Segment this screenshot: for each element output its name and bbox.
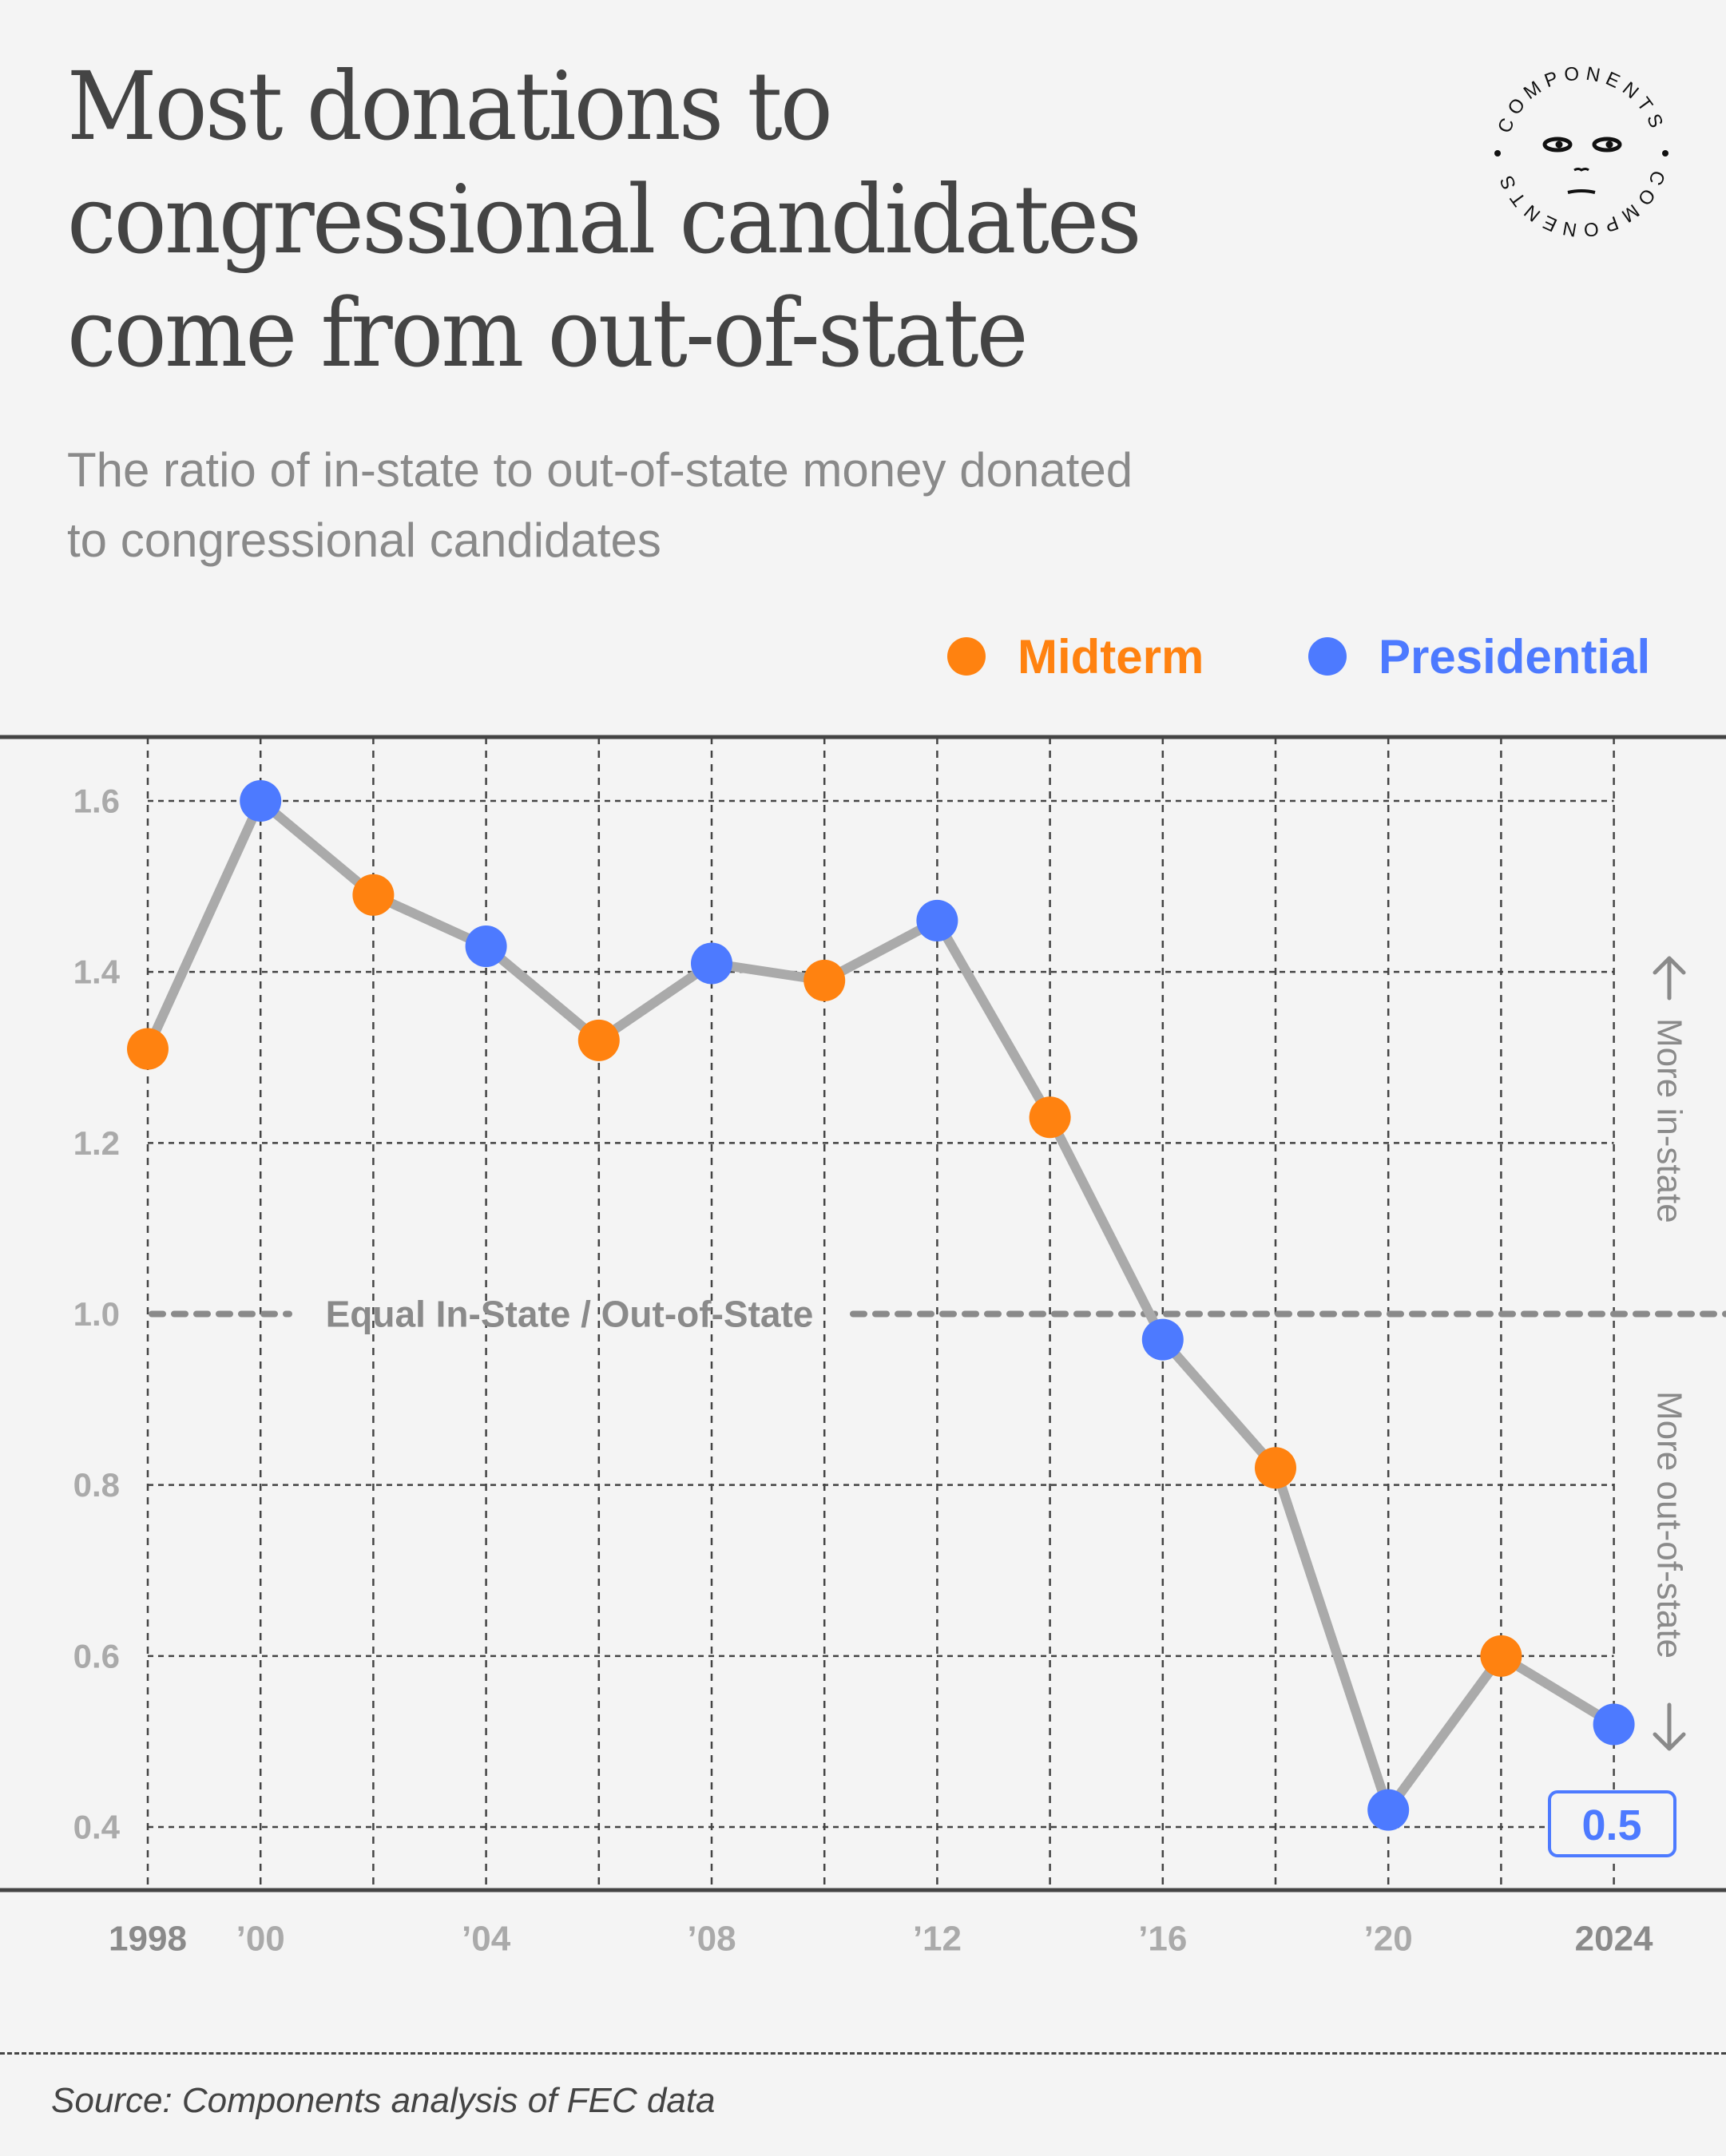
x-tick-label: ’04 — [462, 1920, 511, 1959]
x-tick-label: ’16 — [1138, 1920, 1187, 1959]
chart-title: Most donations to congressional candidat… — [67, 50, 1142, 390]
legend-dot-presidential — [1308, 637, 1347, 676]
annotation-more-in-state-text: More in-state — [1650, 1018, 1689, 1223]
legend-label-presidential: Presidential — [1379, 629, 1651, 684]
legend-item-midterm: Midterm — [947, 628, 1204, 685]
reference-line-label: Equal In-State / Out-of-State — [326, 1294, 814, 1335]
y-tick-label: 1.6 — [73, 783, 120, 820]
logo-ring-text-top: COMPONENTS — [1494, 62, 1664, 136]
title-line-1: Most donations to — [67, 51, 833, 161]
subtitle-line-1: The ratio of in-state to out-of-state mo… — [67, 443, 1133, 497]
y-tick-label: 1.4 — [73, 953, 121, 991]
x-tick-label: 1998 — [109, 1920, 187, 1959]
data-point-presidential-2000 — [240, 780, 282, 822]
legend-dot-midterm — [947, 637, 986, 676]
last-value-badge: 0.5 — [1548, 1790, 1676, 1857]
x-tick-label: ’08 — [687, 1920, 736, 1959]
logo-face-icon — [1542, 137, 1622, 194]
svg-text:COMPONENTS: COMPONENTS — [1494, 167, 1669, 240]
line-chart: Equal In-State / Out-of-State 0.4 0.6 0.8 1… — [0, 735, 1726, 1959]
arrow-down-icon — [1653, 1702, 1686, 1751]
legend-label-midterm: Midterm — [1018, 629, 1204, 684]
x-tick-label: ’12 — [913, 1920, 962, 1959]
chart-subtitle: The ratio of in-state to out-of-state mo… — [67, 435, 1133, 576]
data-point-presidential-2012 — [916, 899, 958, 941]
data-point-midterm-2018 — [1255, 1447, 1296, 1489]
logo-dot-right — [1662, 150, 1668, 157]
annotation-more-out-of-state-text: More out-of-state — [1650, 1391, 1689, 1659]
data-point-midterm-1998 — [127, 1028, 169, 1070]
title-line-3: come from out-of-state — [67, 278, 1029, 388]
x-tick-label: 2024 — [1575, 1920, 1653, 1959]
logo-ring-text-bottom: COMPONENTS — [1494, 167, 1669, 240]
data-point-presidential-2016 — [1141, 1318, 1184, 1361]
y-tick-label: 0.4 — [73, 1809, 121, 1846]
y-tick-label: 0.8 — [73, 1466, 120, 1504]
data-point-presidential-2024 — [1593, 1703, 1635, 1746]
x-tick-label: ’20 — [1364, 1920, 1413, 1959]
y-tick-label: 1.2 — [73, 1124, 120, 1162]
legend-item-presidential: Presidential — [1308, 628, 1650, 685]
horizontal-gridlines — [148, 799, 1614, 1829]
data-point-midterm-2010 — [803, 959, 846, 1001]
data-point-midterm-2014 — [1029, 1096, 1071, 1139]
data-point-presidential-2020 — [1367, 1789, 1410, 1831]
last-value-badge-text: 0.5 — [1581, 1801, 1641, 1849]
title-line-2: congressional candidates — [67, 164, 1142, 275]
arrow-up-icon — [1653, 956, 1686, 1001]
svg-text:COMPONENTS: COMPONENTS — [1494, 62, 1669, 136]
data-point-midterm-2022 — [1480, 1635, 1522, 1677]
y-tick-label: 1.0 — [73, 1295, 120, 1333]
annotation-more-in-state: More in-state — [1650, 956, 1689, 1223]
source-note: Source: Components analysis of FEC data — [51, 2081, 716, 2120]
data-point-presidential-2008 — [691, 942, 732, 985]
x-axis-tick-labels: 1998 ’00 ’04 ’08 ’12 ’16 ’20 2024 — [109, 1920, 1653, 1959]
data-point-midterm-2006 — [577, 1019, 620, 1061]
annotation-more-out-of-state: More out-of-state — [1650, 1391, 1689, 1751]
last-value-badge-box — [1548, 1790, 1676, 1857]
data-point-midterm-2002 — [352, 874, 395, 916]
logo-dot-left — [1494, 150, 1501, 157]
y-axis-tick-labels: 0.4 0.6 0.8 1.0 1.2 1.4 1.6 — [73, 783, 121, 1846]
subtitle-line-2: to congressional candidates — [67, 513, 661, 567]
data-point-presidential-2004 — [465, 925, 507, 968]
data-points — [127, 780, 1635, 1831]
components-logo-icon: COMPONENTS COMPONENTS — [1494, 62, 1669, 240]
y-tick-label: 0.6 — [73, 1637, 120, 1674]
footer-divider — [0, 2052, 1726, 2055]
x-tick-label: ’00 — [236, 1920, 285, 1959]
